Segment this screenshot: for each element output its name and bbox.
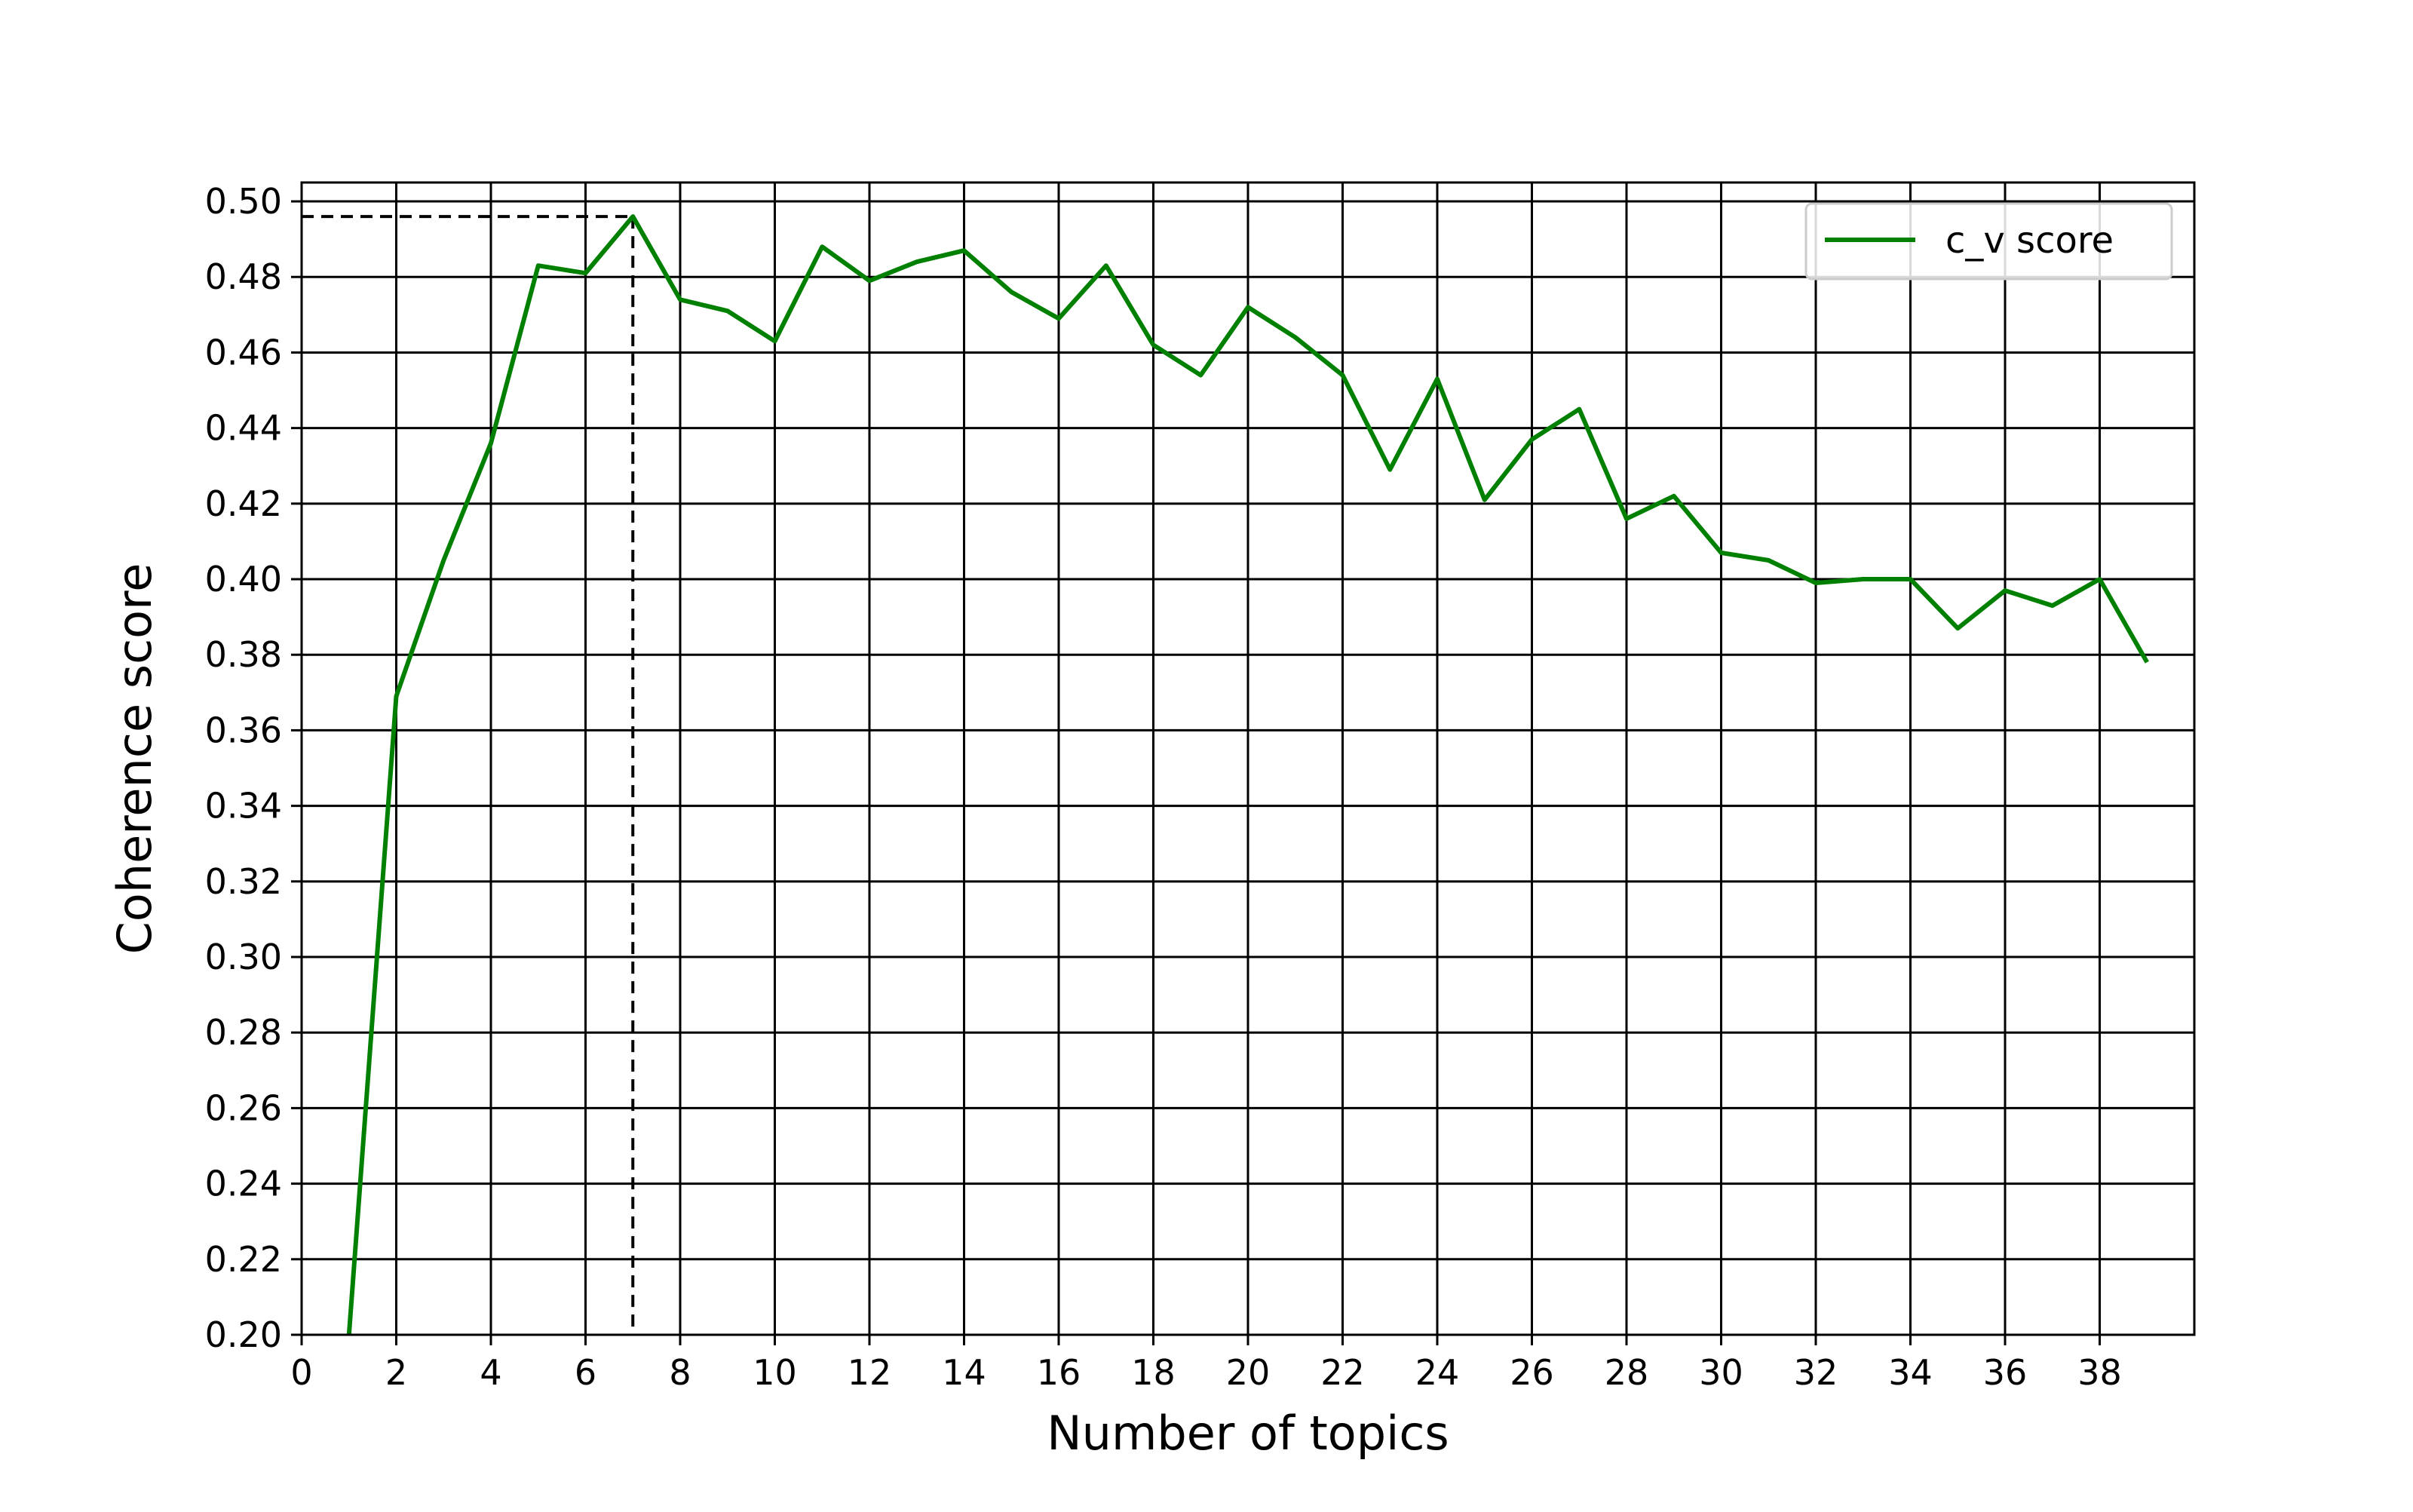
x-tick-label: 4 [480, 1352, 501, 1393]
y-tick-label: 0.46 [205, 332, 282, 373]
x-tick-label: 12 [848, 1352, 892, 1393]
x-axis-title: Number of topics [1047, 1406, 1449, 1461]
x-tick-label: 20 [1226, 1352, 1271, 1393]
y-tick-label: 0.32 [205, 861, 282, 902]
x-tick-label: 10 [753, 1352, 797, 1393]
data-point [1530, 437, 1535, 442]
data-point [1435, 377, 1440, 382]
data-point [867, 278, 872, 283]
data-point [915, 259, 919, 264]
x-tick-label: 16 [1037, 1352, 1081, 1393]
y-tick-label: 0.44 [205, 408, 282, 449]
x-tick-label: 2 [385, 1352, 407, 1393]
legend-label: c_v score [1945, 219, 2114, 262]
data-point [1151, 342, 1156, 347]
y-tick-label: 0.20 [205, 1314, 282, 1355]
data-point [1577, 407, 1581, 412]
data-point [1104, 263, 1108, 268]
x-tick-label: 6 [575, 1352, 596, 1393]
data-point [962, 248, 967, 253]
data-point [1293, 335, 1298, 339]
x-tick-label: 24 [1415, 1352, 1460, 1393]
data-point [1009, 290, 1013, 294]
y-tick-label: 0.26 [205, 1087, 282, 1128]
x-tick-label: 28 [1605, 1352, 1649, 1393]
data-point [2145, 660, 2149, 664]
y-tick-label: 0.36 [205, 710, 282, 750]
data-point [1672, 494, 1676, 498]
data-point [394, 694, 399, 698]
x-tick-label: 32 [1794, 1352, 1838, 1393]
data-point [820, 244, 824, 249]
data-point [1341, 373, 1345, 378]
data-point [1387, 468, 1392, 472]
x-tick-label: 0 [290, 1352, 312, 1393]
legend: c_v score [1804, 202, 2173, 281]
data-point [1056, 316, 1061, 320]
data-point [1861, 577, 1866, 581]
x-tick-label: 36 [1983, 1352, 2028, 1393]
x-tick-label: 30 [1699, 1352, 1743, 1393]
data-point [630, 214, 635, 219]
data-point [2050, 603, 2055, 608]
data-point [2098, 577, 2102, 581]
data-point [536, 263, 541, 268]
y-tick-label: 0.22 [205, 1239, 282, 1280]
legend-box [1804, 202, 2173, 281]
data-point [1482, 498, 1487, 502]
y-tick-label: 0.30 [205, 937, 282, 977]
peak-marker [302, 215, 635, 1335]
x-tick-label: 22 [1320, 1352, 1365, 1393]
grid [300, 182, 2194, 1336]
y-tick-label: 0.28 [205, 1012, 282, 1053]
y-tick-label: 0.50 [205, 181, 282, 222]
y-axis-title: Coherence score [107, 563, 162, 955]
y-tick-label: 0.34 [205, 786, 282, 827]
data-point [1624, 517, 1629, 521]
data-point [489, 441, 493, 446]
data-point [1719, 551, 1724, 555]
y-tick-label: 0.24 [205, 1164, 282, 1204]
y-tick-label: 0.42 [205, 483, 282, 524]
axis-ticks: 0 2 4 6 8 10 12 14 16 18 20 22 24 26 28 30 32 34 36 380.200… [205, 181, 2122, 1393]
data-point [1909, 577, 1913, 581]
data-point [1955, 626, 1960, 630]
x-tick-label: 8 [669, 1352, 691, 1393]
data-point [2003, 588, 2007, 593]
series-layer [346, 214, 2149, 1336]
data-point [773, 339, 777, 343]
x-tick-label: 18 [1131, 1352, 1176, 1393]
data-point [1766, 558, 1771, 563]
data-point [678, 297, 682, 302]
data-point [441, 558, 446, 563]
data-point [584, 271, 588, 275]
x-tick-label: 38 [2077, 1352, 2122, 1393]
x-tick-label: 34 [1888, 1352, 1933, 1393]
series-line [346, 214, 2149, 1336]
data-point [1814, 581, 1818, 585]
x-tick-label: 14 [942, 1352, 986, 1393]
y-tick-label: 0.38 [205, 634, 282, 675]
y-tick-label: 0.48 [205, 256, 282, 297]
data-point [1246, 305, 1250, 309]
x-tick-label: 26 [1510, 1352, 1554, 1393]
y-tick-label: 0.40 [205, 559, 282, 600]
data-point [1198, 373, 1203, 378]
data-point [725, 308, 730, 313]
